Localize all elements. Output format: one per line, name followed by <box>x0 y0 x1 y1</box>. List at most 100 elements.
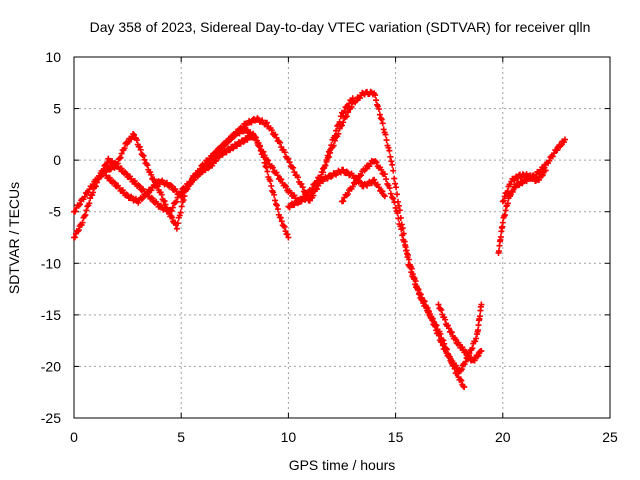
data-point <box>140 152 147 159</box>
data-point <box>478 301 485 308</box>
data-point <box>136 183 143 190</box>
y-tick-label: -25 <box>41 410 61 426</box>
data-point <box>205 158 212 165</box>
data-point <box>210 153 217 160</box>
data-point <box>504 200 511 207</box>
data-point <box>339 122 345 129</box>
data-point <box>138 195 145 202</box>
data-point <box>280 222 287 229</box>
data-point <box>72 208 79 215</box>
data-point <box>387 190 394 197</box>
data-point <box>335 130 342 137</box>
data-point <box>373 97 380 104</box>
data-point <box>76 201 83 208</box>
data-point <box>433 322 440 329</box>
data-point <box>382 131 389 138</box>
data-point <box>429 315 436 322</box>
data-point <box>81 213 88 220</box>
data-point <box>154 200 161 207</box>
data-point <box>169 204 176 211</box>
data-point <box>362 165 369 172</box>
data-point <box>121 145 128 152</box>
data-point <box>131 131 138 138</box>
data-point <box>462 358 469 365</box>
data-point <box>322 162 329 169</box>
data-point <box>309 185 316 192</box>
data-point <box>299 196 306 203</box>
data-point <box>141 156 148 163</box>
data-point <box>461 384 468 391</box>
data-point <box>504 188 511 195</box>
data-point <box>294 174 301 181</box>
data-point <box>268 182 275 189</box>
data-point <box>281 149 288 156</box>
data-point <box>419 296 426 303</box>
data-point <box>393 184 400 191</box>
data-point <box>346 100 353 107</box>
data-point <box>144 162 151 169</box>
data-point <box>119 187 126 194</box>
data-point <box>288 163 295 170</box>
data-point <box>187 180 194 187</box>
data-point <box>471 357 478 364</box>
data-point <box>124 192 131 199</box>
data-point <box>478 347 485 354</box>
data-point <box>252 134 259 141</box>
data-point <box>118 165 125 172</box>
data-point <box>321 165 328 172</box>
data-point <box>387 153 394 160</box>
data-point <box>256 142 263 149</box>
data-point <box>291 201 298 208</box>
data-point <box>330 142 337 149</box>
data-point <box>390 167 397 174</box>
data-point <box>243 126 250 133</box>
data-point <box>381 171 388 178</box>
data-point <box>87 195 94 202</box>
data-point <box>131 178 138 185</box>
data-point <box>536 176 543 183</box>
data-point <box>123 170 130 177</box>
series-track-d <box>285 88 485 374</box>
data-point <box>454 370 461 377</box>
data-marks <box>71 88 568 391</box>
data-point <box>285 234 292 241</box>
data-point <box>415 286 422 293</box>
data-point <box>197 166 204 173</box>
x-axis-label: GPS time / hours <box>289 457 396 473</box>
data-point <box>153 182 160 189</box>
data-point <box>373 159 380 166</box>
data-point <box>278 218 285 225</box>
data-point <box>260 148 267 155</box>
data-point <box>435 301 442 308</box>
data-point <box>507 181 514 188</box>
data-point <box>388 158 395 165</box>
data-point <box>148 187 155 194</box>
data-point <box>271 191 278 198</box>
data-point <box>383 176 390 183</box>
data-point <box>530 174 537 181</box>
data-point <box>392 180 399 187</box>
series-track-e <box>339 157 468 391</box>
data-point <box>546 157 553 164</box>
data-point <box>389 194 396 201</box>
data-point <box>180 197 187 204</box>
data-point <box>392 204 399 211</box>
data-point <box>458 377 465 384</box>
data-point <box>267 177 274 184</box>
y-tick-label: -20 <box>41 358 61 374</box>
data-point <box>291 169 298 176</box>
data-point <box>469 345 476 352</box>
y-tick-label: 10 <box>45 49 61 65</box>
data-point <box>135 199 142 206</box>
data-point <box>395 202 402 209</box>
data-point <box>88 183 95 190</box>
data-point <box>394 191 401 198</box>
data-point <box>430 318 437 325</box>
data-point <box>442 316 449 323</box>
data-point <box>318 169 325 176</box>
data-point <box>287 189 294 196</box>
data-point <box>340 198 347 205</box>
y-tick-label: -10 <box>41 255 61 271</box>
data-point <box>472 338 479 345</box>
